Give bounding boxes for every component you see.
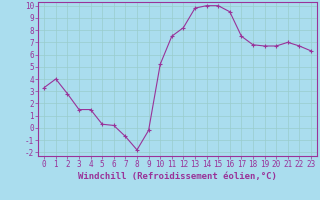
X-axis label: Windchill (Refroidissement éolien,°C): Windchill (Refroidissement éolien,°C) [78, 172, 277, 181]
